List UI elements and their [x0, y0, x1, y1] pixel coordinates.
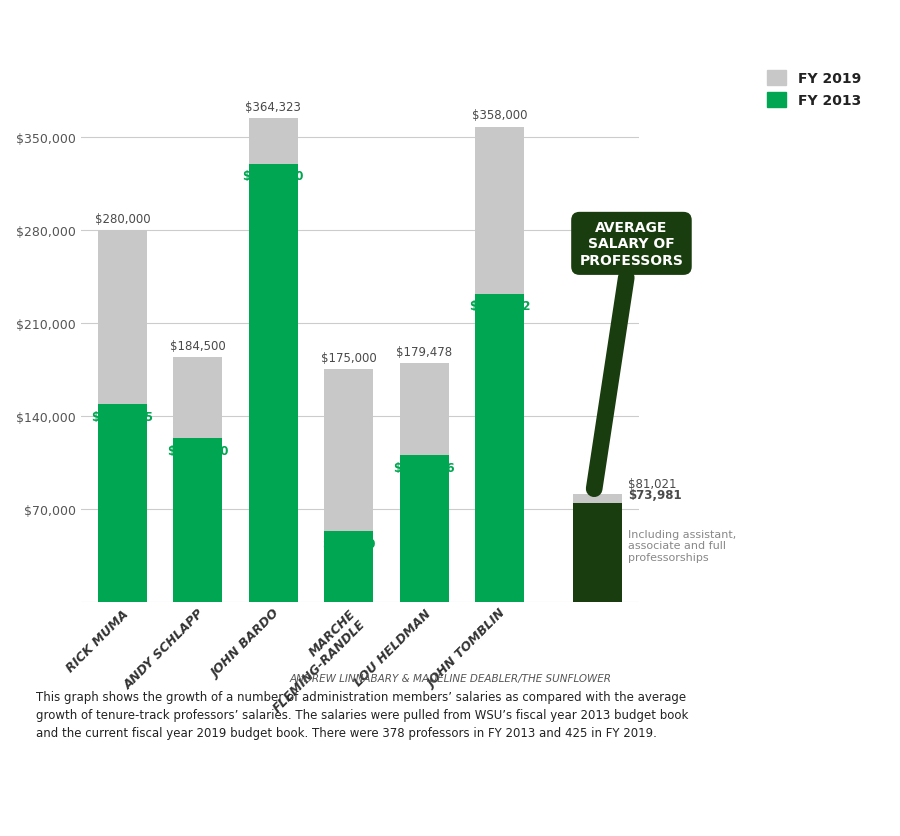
Text: $231,712: $231,712 [469, 300, 530, 314]
Bar [475, 127, 524, 295]
Bar [98, 231, 147, 405]
Bar [174, 358, 222, 439]
Text: $53,000: $53,000 [322, 537, 375, 550]
Text: $81,021: $81,021 [628, 477, 677, 491]
Text: $358,000: $358,000 [472, 110, 527, 122]
Text: $280,000: $280,000 [94, 212, 150, 226]
Bar [248, 165, 298, 602]
Bar [98, 405, 147, 602]
Bar [324, 370, 374, 532]
Bar [174, 439, 222, 602]
Text: $175,000: $175,000 [320, 352, 376, 364]
Text: $148,625: $148,625 [92, 410, 154, 423]
Text: ANDREW LINNABARY & MADELINE DEABLER/THE SUNFLOWER: ANDREW LINNABARY & MADELINE DEABLER/THE … [290, 673, 612, 683]
Legend: FY 2019, FY 2013: FY 2019, FY 2013 [761, 65, 867, 114]
Text: $184,500: $184,500 [170, 339, 226, 352]
Text: Including assistant,
associate and full
professorships: Including assistant, associate and full … [628, 529, 736, 562]
Bar [475, 295, 524, 602]
Bar [324, 532, 374, 602]
Text: $73,981: $73,981 [628, 488, 681, 502]
Text: This graph shows the growth of a number of administration members’ salaries as c: This graph shows the growth of a number … [36, 690, 688, 739]
Bar [573, 495, 622, 504]
Text: $110,316: $110,316 [393, 461, 454, 474]
Bar [573, 504, 622, 602]
Bar [248, 119, 298, 165]
Text: AVERAGE
SALARY OF
PROFESSORS: AVERAGE SALARY OF PROFESSORS [580, 221, 683, 489]
Text: $330,000: $330,000 [242, 170, 304, 183]
Text: $123,000: $123,000 [167, 444, 229, 457]
Text: $179,478: $179,478 [396, 346, 452, 359]
Bar [400, 364, 448, 456]
Bar [400, 456, 448, 602]
Text: $364,323: $364,323 [246, 101, 302, 114]
